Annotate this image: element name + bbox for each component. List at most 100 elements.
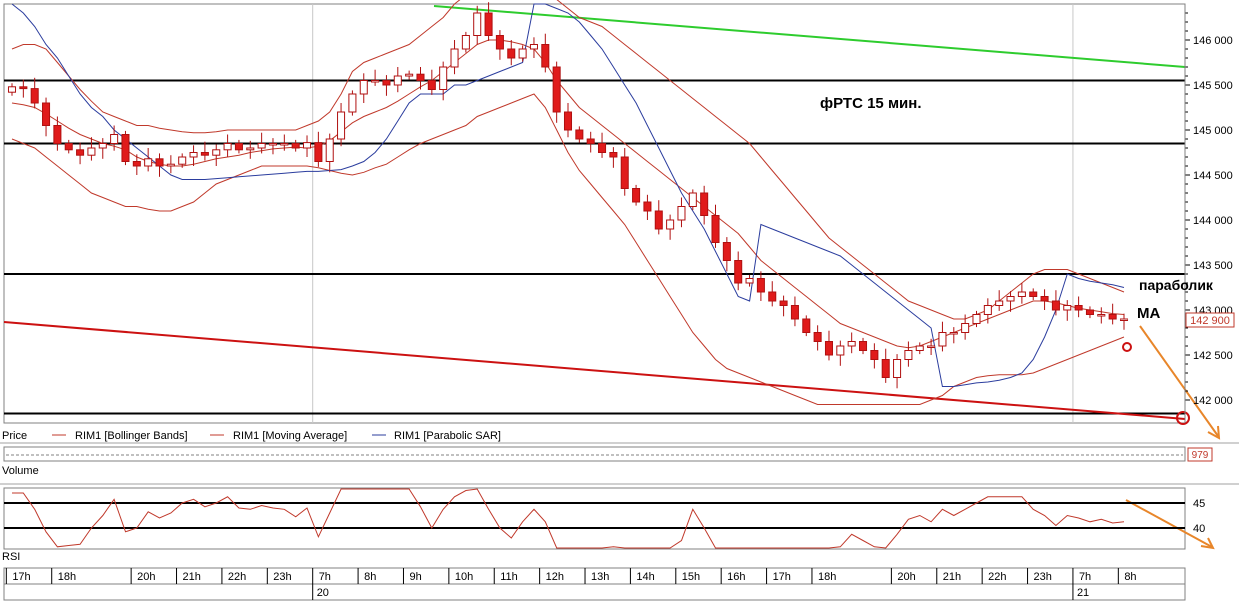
- candle-body-down: [654, 210, 663, 230]
- candle: [76, 142, 85, 165]
- forecast-arrow-rsi: [1125, 499, 1213, 548]
- candle-body-up: [983, 305, 992, 315]
- forecast-arrows: [1122, 325, 1221, 550]
- candle-body-up: [280, 143, 289, 146]
- candle: [688, 189, 697, 211]
- candle: [303, 135, 312, 157]
- candle-body-down: [632, 188, 641, 203]
- candle-body-up: [473, 12, 482, 36]
- candle-body-down: [575, 129, 584, 140]
- candle: [779, 295, 788, 317]
- legend-sar: RIM1 [Parabolic SAR]: [394, 430, 501, 442]
- indicator-lines: [11, 0, 1125, 405]
- time-tick-label: 11h: [500, 571, 518, 583]
- forecast-arrow-price: [1139, 325, 1219, 437]
- candle: [427, 69, 436, 95]
- candle-body-up: [1063, 305, 1072, 311]
- candle-body-up: [98, 143, 107, 149]
- candle-body-up: [144, 158, 153, 167]
- time-tick-label: 17h: [773, 571, 791, 583]
- candle: [507, 40, 516, 66]
- candle: [643, 194, 652, 220]
- candle-body-up: [461, 35, 470, 50]
- rsi-tick-label: 45: [1193, 498, 1205, 510]
- time-tick-label: 10h: [455, 571, 473, 583]
- time-tick-label: 16h: [727, 571, 745, 583]
- candle-body-up: [268, 143, 277, 146]
- legend-price: Price: [2, 430, 27, 442]
- time-tick-label: 8h: [1124, 571, 1136, 583]
- candle: [439, 61, 448, 101]
- candle: [246, 140, 255, 159]
- candle-body-up: [223, 143, 232, 151]
- candle: [461, 31, 470, 53]
- candle: [337, 103, 346, 147]
- candle: [654, 200, 663, 235]
- legend: Price RIM1 [Bollinger Bands] RIM1 [Movin…: [2, 430, 501, 442]
- candle-body-up: [518, 48, 527, 59]
- candle: [518, 45, 527, 62]
- candle-body-up: [938, 332, 947, 347]
- time-tick-label: 21h: [183, 571, 201, 583]
- rsi-tick-label: 40: [1193, 523, 1205, 535]
- candle-body-down: [507, 48, 516, 59]
- candle-body-down: [291, 143, 300, 149]
- chart-annotation-title: фРТС 15 мин.: [820, 95, 922, 112]
- candle: [382, 75, 391, 96]
- candle-body-down: [598, 143, 607, 153]
- candle: [529, 37, 538, 58]
- candle-body-down: [1074, 305, 1083, 311]
- candle-body-down: [19, 86, 28, 90]
- candle: [790, 296, 799, 327]
- candle-body-down: [53, 125, 62, 144]
- candle-body-up: [836, 345, 845, 356]
- candle-body-down: [76, 149, 85, 156]
- candle-body-down: [42, 102, 51, 126]
- candle: [98, 138, 107, 159]
- candle-body-down: [427, 80, 436, 90]
- day-tick-label: 21: [1077, 587, 1089, 599]
- price-tick-label: 142 500: [1193, 350, 1233, 362]
- candle-body-down: [234, 143, 243, 151]
- annotation-ma: МА: [1137, 305, 1160, 322]
- candle: [734, 251, 743, 291]
- candle-body-up: [393, 75, 402, 86]
- candle: [700, 185, 709, 225]
- candle: [1063, 300, 1072, 321]
- volume-pane-label: Volume: [2, 465, 39, 477]
- price-tick-label: 145 000: [1193, 125, 1233, 137]
- time-tick-label: 15h: [682, 571, 700, 583]
- candle: [484, 2, 493, 41]
- candle: [212, 144, 221, 166]
- candle-body-down: [790, 305, 799, 320]
- candle-body-up: [110, 134, 119, 144]
- price-tick-label: 142 000: [1193, 395, 1233, 407]
- candle: [19, 79, 28, 98]
- candle: [949, 327, 958, 344]
- candle: [552, 61, 561, 123]
- candle: [666, 214, 675, 240]
- candle: [768, 281, 777, 307]
- candle-body-up: [961, 323, 970, 333]
- candle-body-down: [768, 291, 777, 302]
- candle-body-up: [7, 86, 17, 93]
- candle: [859, 337, 868, 355]
- candle-body-down: [155, 158, 164, 167]
- forecast-arrowhead-rsi: [1200, 537, 1215, 550]
- candle: [802, 315, 811, 337]
- candle: [575, 126, 584, 143]
- candle: [348, 90, 357, 116]
- candle: [7, 83, 17, 96]
- candle: [234, 139, 243, 154]
- forecast-target-circle: [1176, 411, 1190, 425]
- candle: [359, 73, 368, 103]
- candle-body-down: [1029, 291, 1038, 297]
- time-tick-label: 20h: [897, 571, 915, 583]
- candle: [983, 298, 992, 324]
- candle: [972, 310, 981, 328]
- candle: [64, 139, 73, 154]
- time-tick-label: 18h: [58, 571, 76, 583]
- legend-ma: RIM1 [Moving Average]: [233, 430, 347, 442]
- annotation-parabolic: параболик: [1139, 277, 1214, 293]
